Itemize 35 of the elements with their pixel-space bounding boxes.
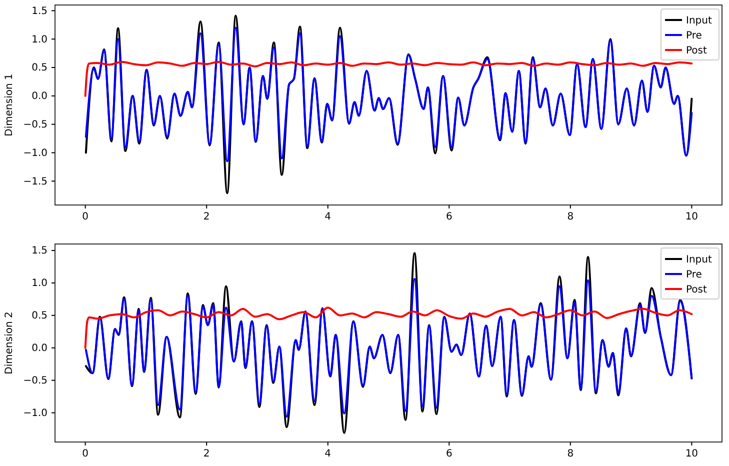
x-tick-label: 4: [324, 212, 332, 223]
x-tick-label: 8: [567, 448, 574, 460]
legend-label: Input: [686, 254, 712, 266]
y-tick-label: −1.5: [23, 176, 48, 188]
y-tick-label: 0.0: [32, 91, 48, 102]
x-tick-label: 2: [203, 448, 210, 460]
y-tick-label: −1.0: [23, 148, 48, 159]
x-tick-label: 6: [446, 448, 452, 460]
y-axis-title: Dimension 2: [4, 312, 15, 374]
legend-label: Pre: [686, 270, 702, 280]
y-tick-label: 0.5: [32, 62, 48, 74]
legend-label: Post: [686, 46, 707, 56]
y-tick-label: −0.5: [23, 376, 48, 387]
x-tick-label: 0: [82, 212, 89, 223]
line-series: [84, 60, 693, 97]
legend-label: Input: [686, 16, 712, 26]
line-series: [84, 306, 693, 349]
x-tick-label: 8: [567, 212, 574, 223]
y-tick-label: 1.0: [32, 278, 48, 290]
y-tick-label: 0.5: [32, 310, 48, 322]
x-tick-label: 2: [203, 212, 210, 223]
y-axis-title: Dimension 1: [4, 74, 15, 136]
y-tick-label: −0.5: [23, 120, 48, 131]
legend-label: Post: [686, 284, 707, 296]
y-tick-label: 1.5: [32, 6, 48, 17]
y-tick-label: 1.5: [32, 246, 48, 257]
x-tick-label: 0: [82, 448, 89, 460]
y-tick-label: −1.0: [23, 408, 48, 419]
x-tick-label: 6: [446, 212, 452, 223]
x-tick-label: 10: [685, 212, 698, 223]
y-tick-label: 0.0: [32, 343, 48, 354]
x-tick-label: 10: [685, 448, 698, 460]
y-tick-label: 1.0: [32, 34, 48, 46]
x-tick-label: 4: [324, 448, 332, 460]
legend-label: Pre: [686, 30, 702, 42]
